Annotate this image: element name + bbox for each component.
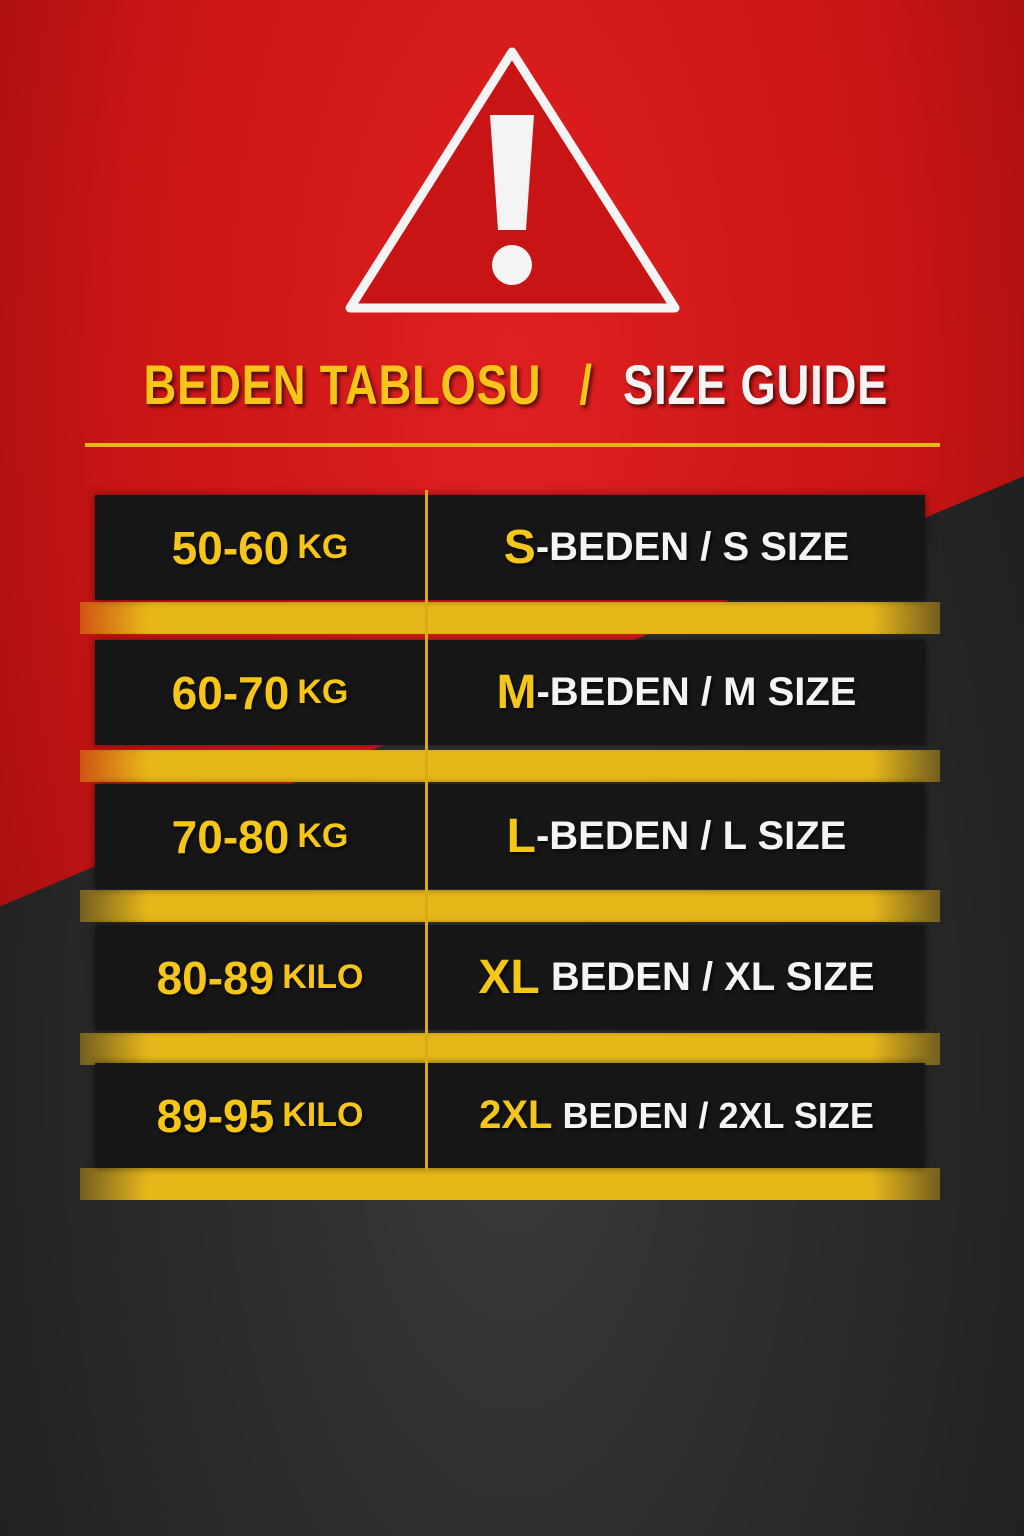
size-row-s: 50-60 KG S -BEDEN / S SIZE <box>95 495 925 600</box>
weight-unit: KG <box>297 528 349 566</box>
size-row-2xl: 89-95 KILO 2XL BEDEN / 2XL SIZE <box>95 1063 925 1168</box>
weight-cell: 80-89 KILO <box>95 925 425 1030</box>
weight-range: 70-80 <box>171 810 290 863</box>
weight-range: 50-60 <box>171 521 290 574</box>
size-label: BEDEN / XL SIZE <box>539 955 875 999</box>
size-code: M <box>496 666 537 719</box>
title-underline <box>85 443 940 447</box>
weight-cell: 70-80 KG <box>95 784 425 889</box>
size-cell: L -BEDEN / L SIZE <box>428 784 925 889</box>
size-label: -BEDEN / S SIZE <box>535 525 850 569</box>
size-code: XL <box>478 951 540 1004</box>
size-cell: XL BEDEN / XL SIZE <box>428 925 925 1030</box>
weight-cell: 60-70 KG <box>95 640 425 745</box>
stripe-divider <box>80 1168 940 1200</box>
title-english: SIZE GUIDE <box>622 353 888 416</box>
size-label: BEDEN / 2XL SIZE <box>552 1094 874 1136</box>
size-code: L <box>506 810 536 863</box>
size-label: -BEDEN / M SIZE <box>536 670 857 714</box>
size-code: S <box>503 521 536 574</box>
size-row-l: 70-80 KG L -BEDEN / L SIZE <box>95 784 925 889</box>
title-turkish: BEDEN TABLOSU <box>143 353 542 416</box>
weight-unit: KG <box>297 817 349 855</box>
weight-range: 80-89 <box>156 951 275 1004</box>
stripe-divider <box>80 602 940 634</box>
weight-range: 89-95 <box>156 1089 275 1142</box>
size-label: -BEDEN / L SIZE <box>535 814 847 858</box>
title-separator: / <box>578 353 593 416</box>
weight-cell: 89-95 KILO <box>95 1063 425 1168</box>
size-cell: S -BEDEN / S SIZE <box>428 495 925 600</box>
weight-unit: KILO <box>282 1096 364 1134</box>
column-divider <box>425 490 428 1170</box>
size-cell: M -BEDEN / M SIZE <box>428 640 925 745</box>
size-row-m: 60-70 KG M -BEDEN / M SIZE <box>95 640 925 745</box>
weight-range: 60-70 <box>171 666 290 719</box>
weight-unit: KG <box>297 673 349 711</box>
weight-cell: 50-60 KG <box>95 495 425 600</box>
stripe-divider <box>80 750 940 782</box>
size-row-xl: 80-89 KILO XL BEDEN / XL SIZE <box>95 925 925 1030</box>
size-code: 2XL <box>479 1093 553 1137</box>
size-cell: 2XL BEDEN / 2XL SIZE <box>428 1063 925 1168</box>
warning-triangle-icon <box>345 47 680 313</box>
page-title: BEDEN TABLOSU / SIZE GUIDE <box>0 352 1024 417</box>
stripe-divider <box>80 890 940 922</box>
stripe-divider <box>80 1033 940 1065</box>
weight-unit: KILO <box>282 958 364 996</box>
